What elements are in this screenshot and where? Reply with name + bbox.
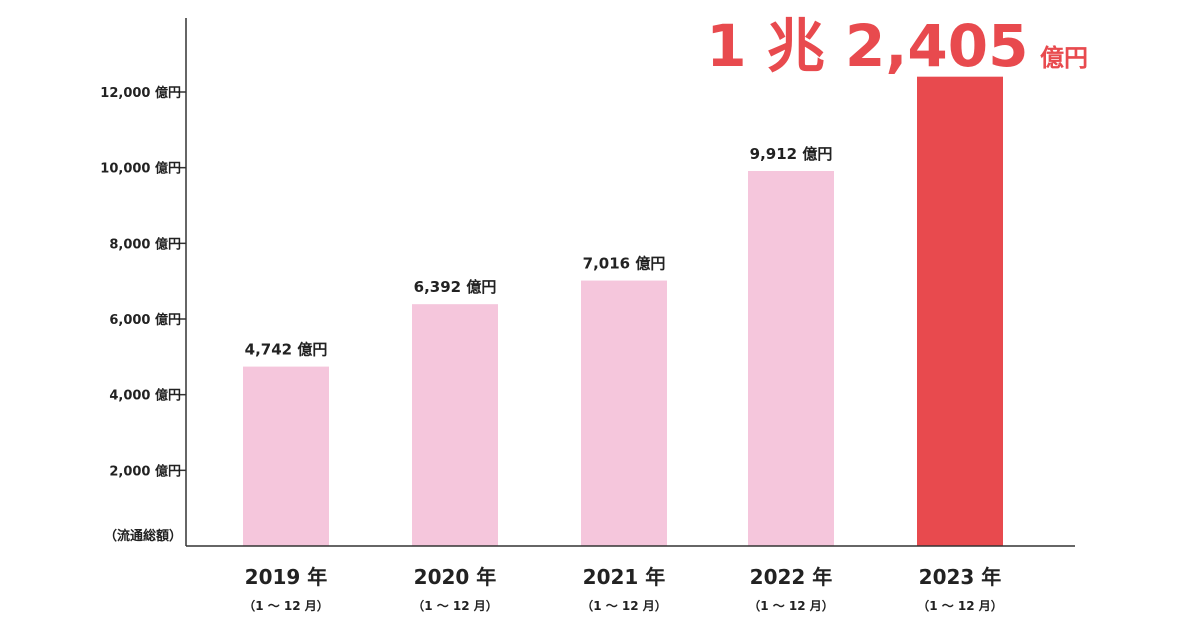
y-tick-label: 12,000 億円 [100,85,181,101]
bar-2020 [412,304,498,546]
y-tick-label: 10,000 億円 [100,161,181,177]
y-axis-label: （流通総額） [104,528,182,544]
value-label: 4,742 億円 [245,341,328,359]
x-category-label: 2022 年 [750,565,833,589]
x-category-label: 2020 年 [414,565,497,589]
bar-2021 [581,280,667,546]
bar-2022 [748,170,834,546]
x-category-label: 2021 年 [583,565,666,589]
highlight-value-label: 1 兆 2,405 億円 [706,12,1088,80]
x-period-label: （1 ～ 12 月） [748,598,834,613]
value-label: 6,392 億円 [414,278,497,296]
bar-2023 [917,76,1003,547]
value-label: 7,016 億円 [583,255,666,273]
x-period-label: （1 ～ 12 月） [243,598,329,613]
y-tick-label: 2,000 億円 [109,463,181,479]
x-category-label: 2023 年 [919,565,1002,589]
value-label: 9,912 億円 [750,145,833,163]
y-axis-ticks: 2,000 億円 4,000 億円 6,000 億円 8,000 億円 10,000 億… [100,85,186,479]
highlight-value-number: 1 兆 2,405 [706,12,1028,80]
highlight-value-unit: 億円 [1040,44,1088,72]
y-tick-label: 6,000 億円 [109,312,181,328]
x-period-label: （1 ～ 12 月） [581,598,667,613]
x-period-label: （1 ～ 12 月） [412,598,498,613]
x-category-label: 2019 年 [245,565,328,589]
y-tick-label: 8,000 億円 [109,236,181,252]
x-period-label: （1 ～ 12 月） [917,598,1003,613]
x-axis-labels: 2019 年 （1 ～ 12 月） 2020 年 （1 ～ 12 月） 2021 年 （1… [243,565,1003,613]
value-labels: 4,742 億円 6,392 億円 7,016 億円 9,912 億円 [245,145,833,359]
y-tick-label: 4,000 億円 [109,388,181,404]
bar-2019 [243,366,329,546]
bars [243,76,1003,547]
